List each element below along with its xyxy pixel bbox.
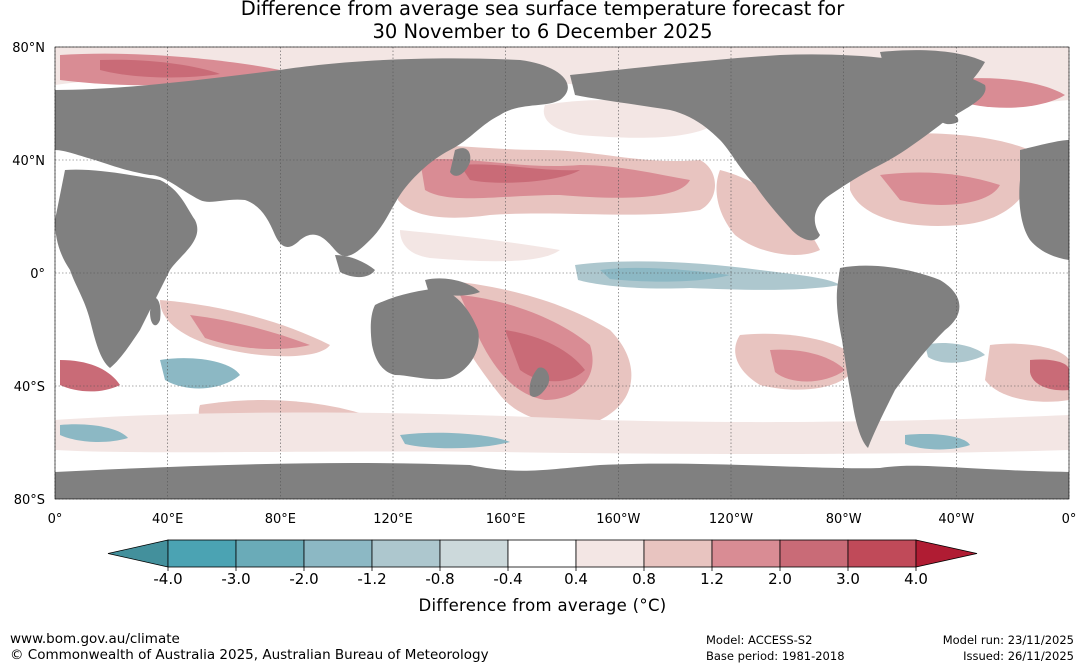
title-line-1: Difference from average sea surface temp…: [240, 0, 845, 20]
base-period-text: Base period: 1981-2018: [706, 649, 845, 663]
barents-hot-core: [100, 59, 220, 78]
model-run-text: Model run: 23/11/2025: [942, 633, 1074, 647]
colorbar-tick-label: 3.0: [836, 570, 860, 588]
colorbar-segment: [507, 539, 577, 568]
longitude-label: 160°E: [486, 512, 526, 527]
colorbar-segment: [779, 539, 849, 568]
latitude-label: 80°N: [12, 41, 45, 56]
latitude-label: 0°: [30, 267, 45, 282]
south-indian-cool-patch: [160, 358, 240, 389]
latitude-label: 80°S: [14, 493, 45, 508]
south-pacific-hot-core: [505, 330, 585, 382]
north-pacific-hot-core: [460, 164, 580, 183]
title-line-2: 30 November to 6 December 2025: [372, 20, 713, 43]
model-text: Model: ACCESS-S2: [706, 633, 813, 647]
colorbar-tick-label: -4.0: [153, 570, 182, 588]
colorbar-tick-label: 2.0: [768, 570, 792, 588]
east-pacific-warm-zone: [716, 170, 820, 255]
longitude-label: 40°W: [938, 512, 974, 527]
colorbar-tick-label: -3.0: [221, 570, 250, 588]
colorbar-segment: [643, 539, 713, 568]
australia-land: [370, 288, 479, 380]
colorbar-segment: [439, 539, 509, 568]
longitude-label: 120°W: [709, 512, 753, 527]
colorbar-tick-label: -0.8: [425, 570, 454, 588]
greenland-land: [880, 50, 985, 105]
japan-land: [450, 148, 471, 176]
new-guinea-land: [425, 278, 480, 296]
longitude-label: 120°E: [373, 512, 413, 527]
longitude-label: 0°: [1062, 512, 1077, 527]
longitude-labels: 0° 40°E 80°E 120°E 160°E 160°W 120°W 80°W 40°W 0°: [48, 512, 1077, 527]
map-frame: [54, 46, 1070, 500]
southern-cool-patch-2: [400, 432, 510, 449]
colorbar-segment: [847, 539, 917, 568]
southern-cool-patch-3: [905, 434, 970, 450]
madagascar-land: [150, 297, 161, 326]
longitude-label: 40°E: [152, 512, 183, 527]
latitude-label: 40°S: [14, 380, 45, 395]
colorbar-extend-high: [915, 539, 978, 568]
colorbar-tick-label: 0.8: [632, 570, 656, 588]
colorbar-segment: [167, 539, 237, 568]
latitude-label: 40°N: [12, 154, 45, 169]
colorbar-extend-low: [107, 539, 169, 568]
colorbar-segment: [235, 539, 305, 568]
longitude-label: 80°E: [265, 512, 296, 527]
longitude-label: 80°W: [826, 512, 862, 527]
west-pacific-tropical-warm: [400, 230, 560, 262]
anomaly-layer: [55, 47, 1069, 499]
europe-africa-right-land: [1019, 140, 1069, 260]
iceland-land: [940, 113, 959, 125]
colorbar-segment: [303, 539, 373, 568]
website-text: www.bom.gov.au/climate: [10, 631, 180, 647]
colorbar-segment: [371, 539, 441, 568]
africa-land: [55, 169, 198, 368]
issued-text: Issued: 26/11/2025: [963, 649, 1074, 663]
equatorial-cool-core: [600, 267, 730, 282]
southeast-pacific-warm-core: [770, 349, 845, 382]
colorbar-segment: [575, 539, 645, 568]
sumatra-borneo-land: [335, 255, 375, 278]
new-zealand-land: [529, 367, 550, 397]
latitude-labels: 80°N 40°N 0° 40°S 80°S: [12, 41, 45, 508]
copyright-text: © Commonwealth of Australia 2025, Austra…: [10, 647, 489, 663]
south-america-land: [836, 265, 960, 448]
indian-ocean-warm-core: [190, 315, 310, 350]
colorbar-label: Difference from average (°C): [418, 596, 667, 615]
colorbar-tick-label: 1.2: [700, 570, 724, 588]
south-atlantic-hot-core: [1030, 359, 1069, 391]
southern-ocean-warm-belt: [55, 412, 1069, 455]
north-america-land: [570, 54, 986, 241]
colorbar: -4.0 -3.0 -2.0 -1.2 -0.8 -0.4 0.4 0.8 1.2 2.0 3.0 4…: [107, 539, 978, 588]
colorbar-tick-label: -0.4: [493, 570, 522, 588]
north-atlantic-warm-core: [880, 172, 1000, 205]
colorbar-tick-label: -1.2: [357, 570, 386, 588]
south-atlantic-cool-patch: [925, 343, 985, 363]
longitude-label: 160°W: [596, 512, 640, 527]
agulhas-hot-core: [60, 360, 120, 392]
colorbar-tick-label: 4.0: [904, 570, 928, 588]
colorbar-segment: [711, 539, 781, 568]
map-title: Difference from average sea surface temp…: [0, 0, 1085, 43]
eurasia-land: [55, 58, 568, 257]
longitude-label: 0°: [48, 512, 63, 527]
colorbar-tick-label: -2.0: [289, 570, 318, 588]
colorbar-tick-label: 0.4: [564, 570, 588, 588]
southern-cool-patch-1: [60, 424, 128, 442]
land-layer: [55, 50, 1069, 499]
antarctica-land: [55, 462, 1069, 499]
